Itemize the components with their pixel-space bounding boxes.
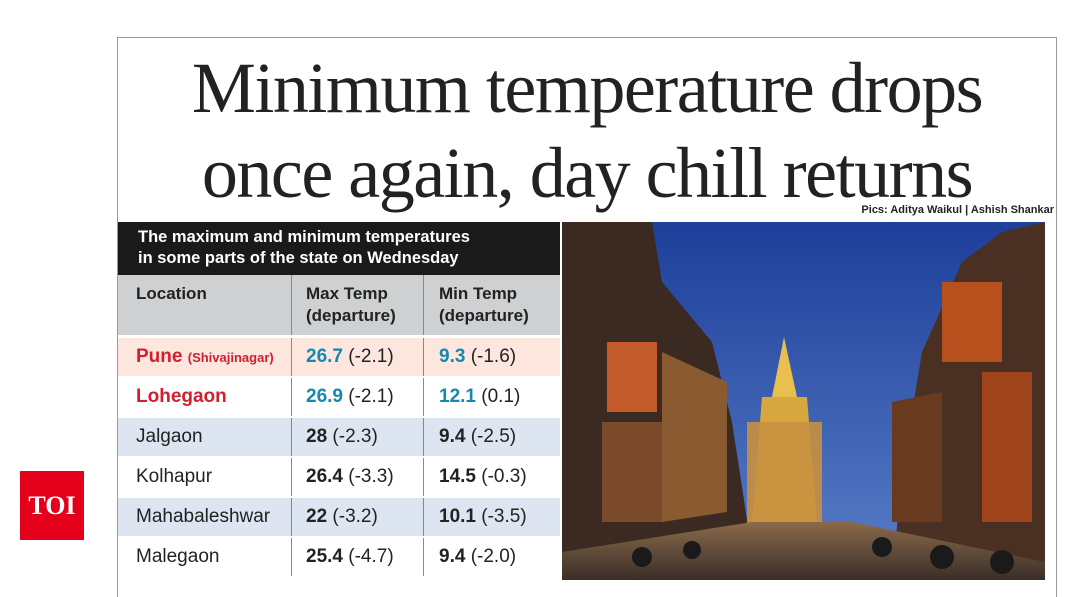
min-cell: 12.1 (0.1) <box>439 378 520 416</box>
min-value: 14.5 <box>439 466 476 487</box>
frame <box>117 37 1057 597</box>
location-cell: Mahabaleshwar <box>136 498 270 536</box>
min-departure: (0.1) <box>481 386 521 407</box>
divider <box>423 378 424 416</box>
min-departure: (-3.5) <box>481 506 527 527</box>
max-value: 26.9 <box>306 386 343 407</box>
max-departure: (-3.2) <box>332 506 378 527</box>
max-departure: (-3.3) <box>348 466 394 487</box>
header-text: Location <box>136 284 207 303</box>
location-name: Kolhapur <box>136 466 213 487</box>
page: {"headline":{"line1":"Minimum temperatur… <box>20 37 1057 597</box>
min-cell: 9.4 (-2.5) <box>439 418 516 456</box>
location-cell: Kolhapur <box>136 458 212 496</box>
max-cell: 28 (-2.3) <box>306 418 378 456</box>
location-cell: Jalgaon <box>136 418 203 456</box>
divider <box>291 338 292 376</box>
table-row: Lohegaon 26.9 (-2.1) 12.1 (0.1) <box>118 376 560 416</box>
location-name: Pune <box>136 346 183 367</box>
caption-line: in some parts of the state on Wednesday <box>138 249 459 267</box>
divider <box>423 538 424 576</box>
min-value: 9.4 <box>439 546 466 567</box>
divider <box>423 338 424 376</box>
location-name: Malegaon <box>136 546 220 567</box>
min-cell: 10.1 (-3.5) <box>439 498 527 536</box>
column-header: Min Temp (departure) <box>439 283 529 327</box>
min-value: 9.3 <box>439 346 466 367</box>
max-departure: (-2.3) <box>332 426 378 447</box>
column-headers: Location Max Temp (departure) Min Temp (de… <box>118 275 560 335</box>
photo <box>562 222 1045 580</box>
max-value: 28 <box>306 426 328 447</box>
table-caption: The maximum and minimum temperatures in s… <box>118 222 560 275</box>
location-cell: Lohegaon <box>136 378 227 416</box>
headline: once again, day chill returns <box>201 133 974 213</box>
divider <box>291 498 292 536</box>
location-name: Mahabaleshwar <box>136 506 271 527</box>
divider <box>291 458 292 496</box>
header-text: Max Temp <box>306 284 388 303</box>
min-value: 9.4 <box>439 426 466 447</box>
column-header: Location <box>136 283 207 305</box>
header-text: (departure) <box>306 306 396 325</box>
divider <box>291 378 292 416</box>
max-cell: 22 (-3.2) <box>306 498 378 536</box>
max-cell: 26.7 (-2.1) <box>306 338 394 376</box>
table-row: Kolhapur 26.4 (-3.3) 14.5 (-0.3) <box>118 456 560 496</box>
max-cell: 26.4 (-3.3) <box>306 458 394 496</box>
divider <box>423 498 424 536</box>
location-name: Jalgaon <box>136 426 203 447</box>
headline: Minimum temperature drops <box>191 48 984 128</box>
location-note: (Shivajinagar) <box>187 350 274 365</box>
caption-line: The maximum and minimum temperatures <box>138 228 470 246</box>
min-cell: 14.5 (-0.3) <box>439 458 527 496</box>
location-cell: Malegaon <box>136 538 219 576</box>
max-departure: (-2.1) <box>348 386 394 407</box>
divider <box>423 458 424 496</box>
max-cell: 26.9 (-2.1) <box>306 378 394 416</box>
max-value: 25.4 <box>306 546 343 567</box>
min-departure: (-2.0) <box>470 546 517 567</box>
min-departure: (-2.5) <box>470 426 517 447</box>
min-departure: (-1.6) <box>470 346 517 367</box>
header-text: Min Temp <box>439 284 518 303</box>
min-cell: 9.3 (-1.6) <box>439 338 516 376</box>
divider <box>291 418 292 456</box>
logo: TOI <box>20 471 84 540</box>
max-value: 26.4 <box>306 466 343 487</box>
min-cell: 9.4 (-2.0) <box>439 538 516 576</box>
divider <box>423 418 424 456</box>
max-cell: 25.4 (-4.7) <box>306 538 394 576</box>
table-row: Pune (Shivajinagar) 26.7 (-2.1) 9.3 (-1.6) <box>118 336 560 376</box>
column-header: Max Temp (departure) <box>306 283 396 327</box>
table-row: Malegaon 25.4 (-4.7) 9.4 (-2.0) <box>118 536 560 576</box>
min-value: 10.1 <box>439 506 476 527</box>
photo-credit: Pics: Aditya Waikul | Ashish Shankar <box>861 204 1054 216</box>
max-value: 22 <box>306 506 328 527</box>
header-text: (departure) <box>439 306 529 325</box>
max-departure: (-2.1) <box>348 346 394 367</box>
max-value: 26.7 <box>306 346 343 367</box>
min-value: 12.1 <box>439 386 476 407</box>
location-name: Lohegaon <box>136 386 227 407</box>
table-row: Jalgaon 28 (-2.3) 9.4 (-2.5) <box>118 416 560 456</box>
table-row: Mahabaleshwar 22 (-3.2) 10.1 (-3.5) <box>118 496 560 536</box>
divider <box>291 538 292 576</box>
min-departure: (-0.3) <box>481 466 527 487</box>
location-cell: Pune (Shivajinagar) <box>136 338 274 376</box>
max-departure: (-4.7) <box>348 546 394 567</box>
